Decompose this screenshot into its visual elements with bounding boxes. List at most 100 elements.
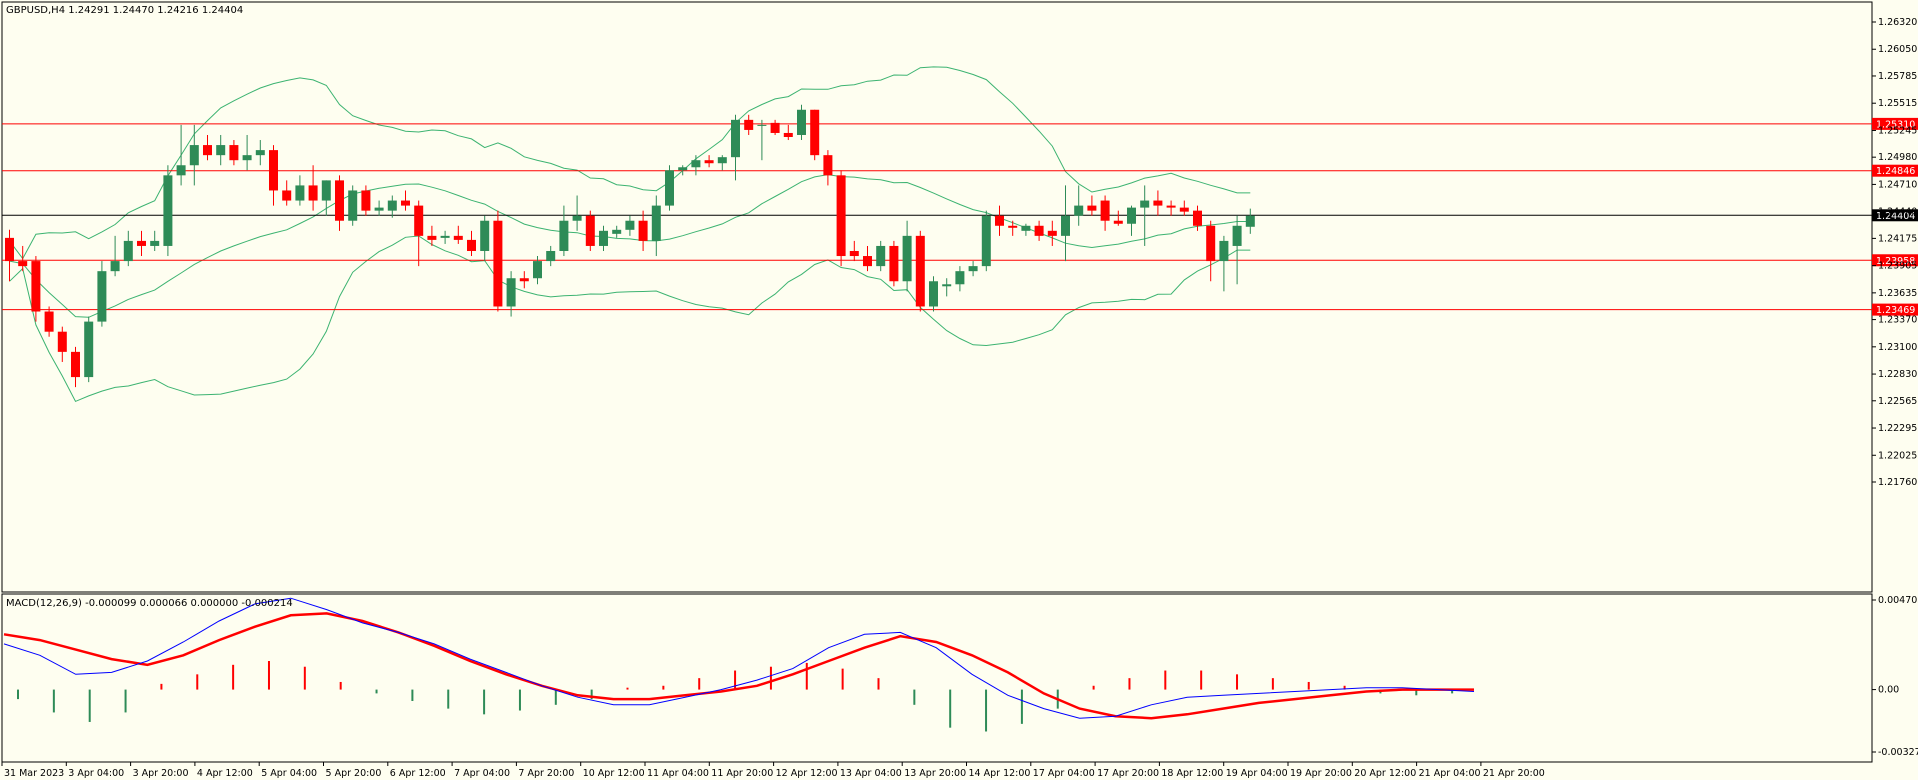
candle[interactable] (981, 210, 991, 272)
candle[interactable] (242, 134, 252, 171)
candle[interactable] (572, 195, 582, 231)
candle[interactable] (546, 245, 556, 267)
candle[interactable] (440, 230, 450, 244)
candle[interactable] (1008, 220, 1018, 236)
candle[interactable] (533, 256, 542, 285)
candles-group[interactable] (5, 104, 1255, 388)
candle[interactable] (282, 180, 292, 206)
candle[interactable] (5, 229, 14, 282)
candle[interactable] (599, 225, 608, 251)
candle[interactable] (665, 165, 674, 211)
candle[interactable] (137, 230, 146, 257)
candle[interactable] (321, 180, 331, 216)
candle[interactable] (203, 134, 212, 161)
candle[interactable] (519, 271, 529, 289)
candle[interactable] (651, 195, 661, 257)
candle[interactable] (1245, 208, 1255, 234)
candle[interactable] (625, 215, 635, 236)
candle[interactable] (678, 165, 688, 176)
candle[interactable] (1021, 223, 1031, 236)
candle[interactable] (453, 225, 463, 244)
candle[interactable] (1206, 220, 1216, 282)
candle[interactable] (1034, 220, 1044, 241)
candle[interactable] (123, 230, 133, 267)
candle[interactable] (229, 140, 239, 166)
candle[interactable] (995, 205, 1004, 236)
candle[interactable] (1061, 185, 1070, 262)
candle[interactable] (757, 119, 767, 161)
candle[interactable] (31, 256, 41, 322)
candle[interactable] (968, 261, 978, 277)
candle[interactable] (717, 155, 727, 171)
candle[interactable] (1100, 195, 1110, 231)
candle[interactable] (902, 220, 912, 292)
candle[interactable] (361, 185, 371, 216)
candle[interactable] (467, 230, 476, 257)
candle[interactable] (559, 205, 569, 257)
candle[interactable] (295, 175, 305, 206)
candle[interactable] (691, 155, 701, 176)
candle[interactable] (308, 165, 318, 211)
candle[interactable] (1153, 190, 1163, 216)
candle[interactable] (942, 278, 952, 297)
candle[interactable] (387, 195, 397, 218)
candle[interactable] (915, 230, 925, 312)
candle[interactable] (1087, 195, 1097, 216)
candle[interactable] (612, 225, 622, 238)
candle[interactable] (255, 140, 265, 166)
candle[interactable] (110, 235, 120, 277)
candle[interactable] (189, 124, 199, 186)
candle[interactable] (480, 215, 490, 262)
candle[interactable] (863, 245, 872, 272)
candle[interactable] (770, 119, 780, 135)
candle[interactable] (493, 210, 503, 312)
candle[interactable] (97, 261, 107, 327)
candle[interactable] (849, 240, 859, 262)
candle[interactable] (57, 326, 67, 362)
candle[interactable] (506, 271, 516, 317)
candle[interactable] (1193, 205, 1202, 231)
candle[interactable] (744, 114, 754, 135)
candle[interactable] (44, 306, 54, 337)
candle[interactable] (1074, 185, 1084, 226)
candle[interactable] (1179, 200, 1189, 216)
candle[interactable] (269, 145, 278, 206)
candle[interactable] (1127, 205, 1136, 236)
candle[interactable] (427, 225, 437, 246)
candle[interactable] (929, 276, 938, 312)
candle[interactable] (704, 155, 714, 168)
candle[interactable] (1219, 235, 1229, 292)
candle[interactable] (1113, 210, 1123, 226)
candle[interactable] (216, 134, 226, 166)
candle[interactable] (414, 200, 424, 267)
candle[interactable] (955, 266, 965, 292)
level-price-label: 1.23958 (1876, 256, 1915, 267)
candle[interactable] (18, 245, 28, 272)
candle[interactable] (335, 175, 344, 231)
candle[interactable] (348, 185, 358, 226)
price-levels[interactable]: 1.25310 1.24846 1.23958 1.23469 1.24404 (2, 117, 1918, 316)
candle[interactable] (374, 200, 384, 216)
candle[interactable] (176, 124, 186, 186)
candle[interactable] (638, 210, 648, 251)
candle[interactable] (585, 210, 595, 251)
candle[interactable] (84, 316, 94, 383)
candle[interactable] (889, 240, 899, 287)
candle[interactable] (823, 150, 833, 186)
candle[interactable] (783, 124, 793, 141)
candle[interactable] (797, 104, 806, 141)
candle[interactable] (876, 240, 886, 272)
candle[interactable] (1232, 215, 1242, 285)
candle[interactable] (731, 114, 740, 181)
candle[interactable] (1140, 185, 1150, 246)
candle[interactable] (163, 165, 173, 257)
candle[interactable] (401, 190, 410, 211)
candle[interactable] (1166, 200, 1176, 216)
candle[interactable] (71, 346, 80, 388)
candle[interactable] (1047, 220, 1057, 246)
candle[interactable] (810, 109, 820, 161)
candle[interactable] (150, 230, 160, 251)
candle[interactable] (836, 170, 846, 267)
